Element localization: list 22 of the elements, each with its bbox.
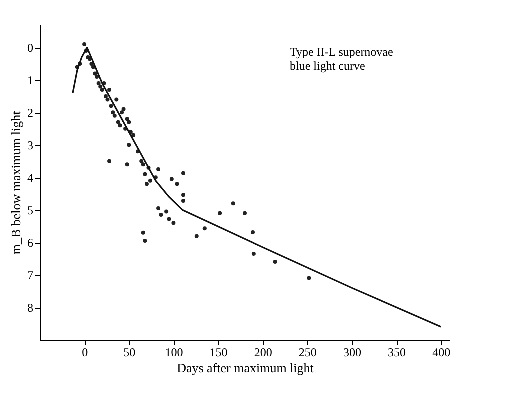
x-tick-label: 150: [210, 346, 228, 360]
y-tick-label: 5: [28, 204, 34, 218]
x-tick-label: 100: [165, 346, 184, 360]
y-tick-label: 1: [28, 74, 34, 88]
x-axis-title: Days after maximum light: [177, 360, 314, 376]
x-tick-label: 0: [82, 346, 88, 360]
x-tick-label: 50: [124, 346, 136, 360]
y-tick-label: 8: [28, 301, 34, 316]
x-tick-label: 200: [254, 346, 272, 360]
line-series: [72, 46, 442, 328]
y-tick-label: 2: [28, 106, 34, 120]
y-tick-label: 3: [28, 138, 34, 153]
x-tick-label: 300: [343, 346, 362, 360]
annotation: Type II-L supernovae blue light curve: [290, 45, 394, 73]
x-tick-label: 250: [298, 346, 317, 360]
x-tick-label: 350: [388, 346, 406, 360]
x-tick-label: 400: [432, 346, 451, 360]
y-tick-label: 0: [28, 41, 34, 56]
y-axis-title: m_B below maximum light: [8, 110, 24, 255]
y-tick-label: 6: [28, 236, 34, 250]
y-tick-label: 4: [28, 171, 34, 186]
y-tick-label: 7: [28, 268, 34, 283]
